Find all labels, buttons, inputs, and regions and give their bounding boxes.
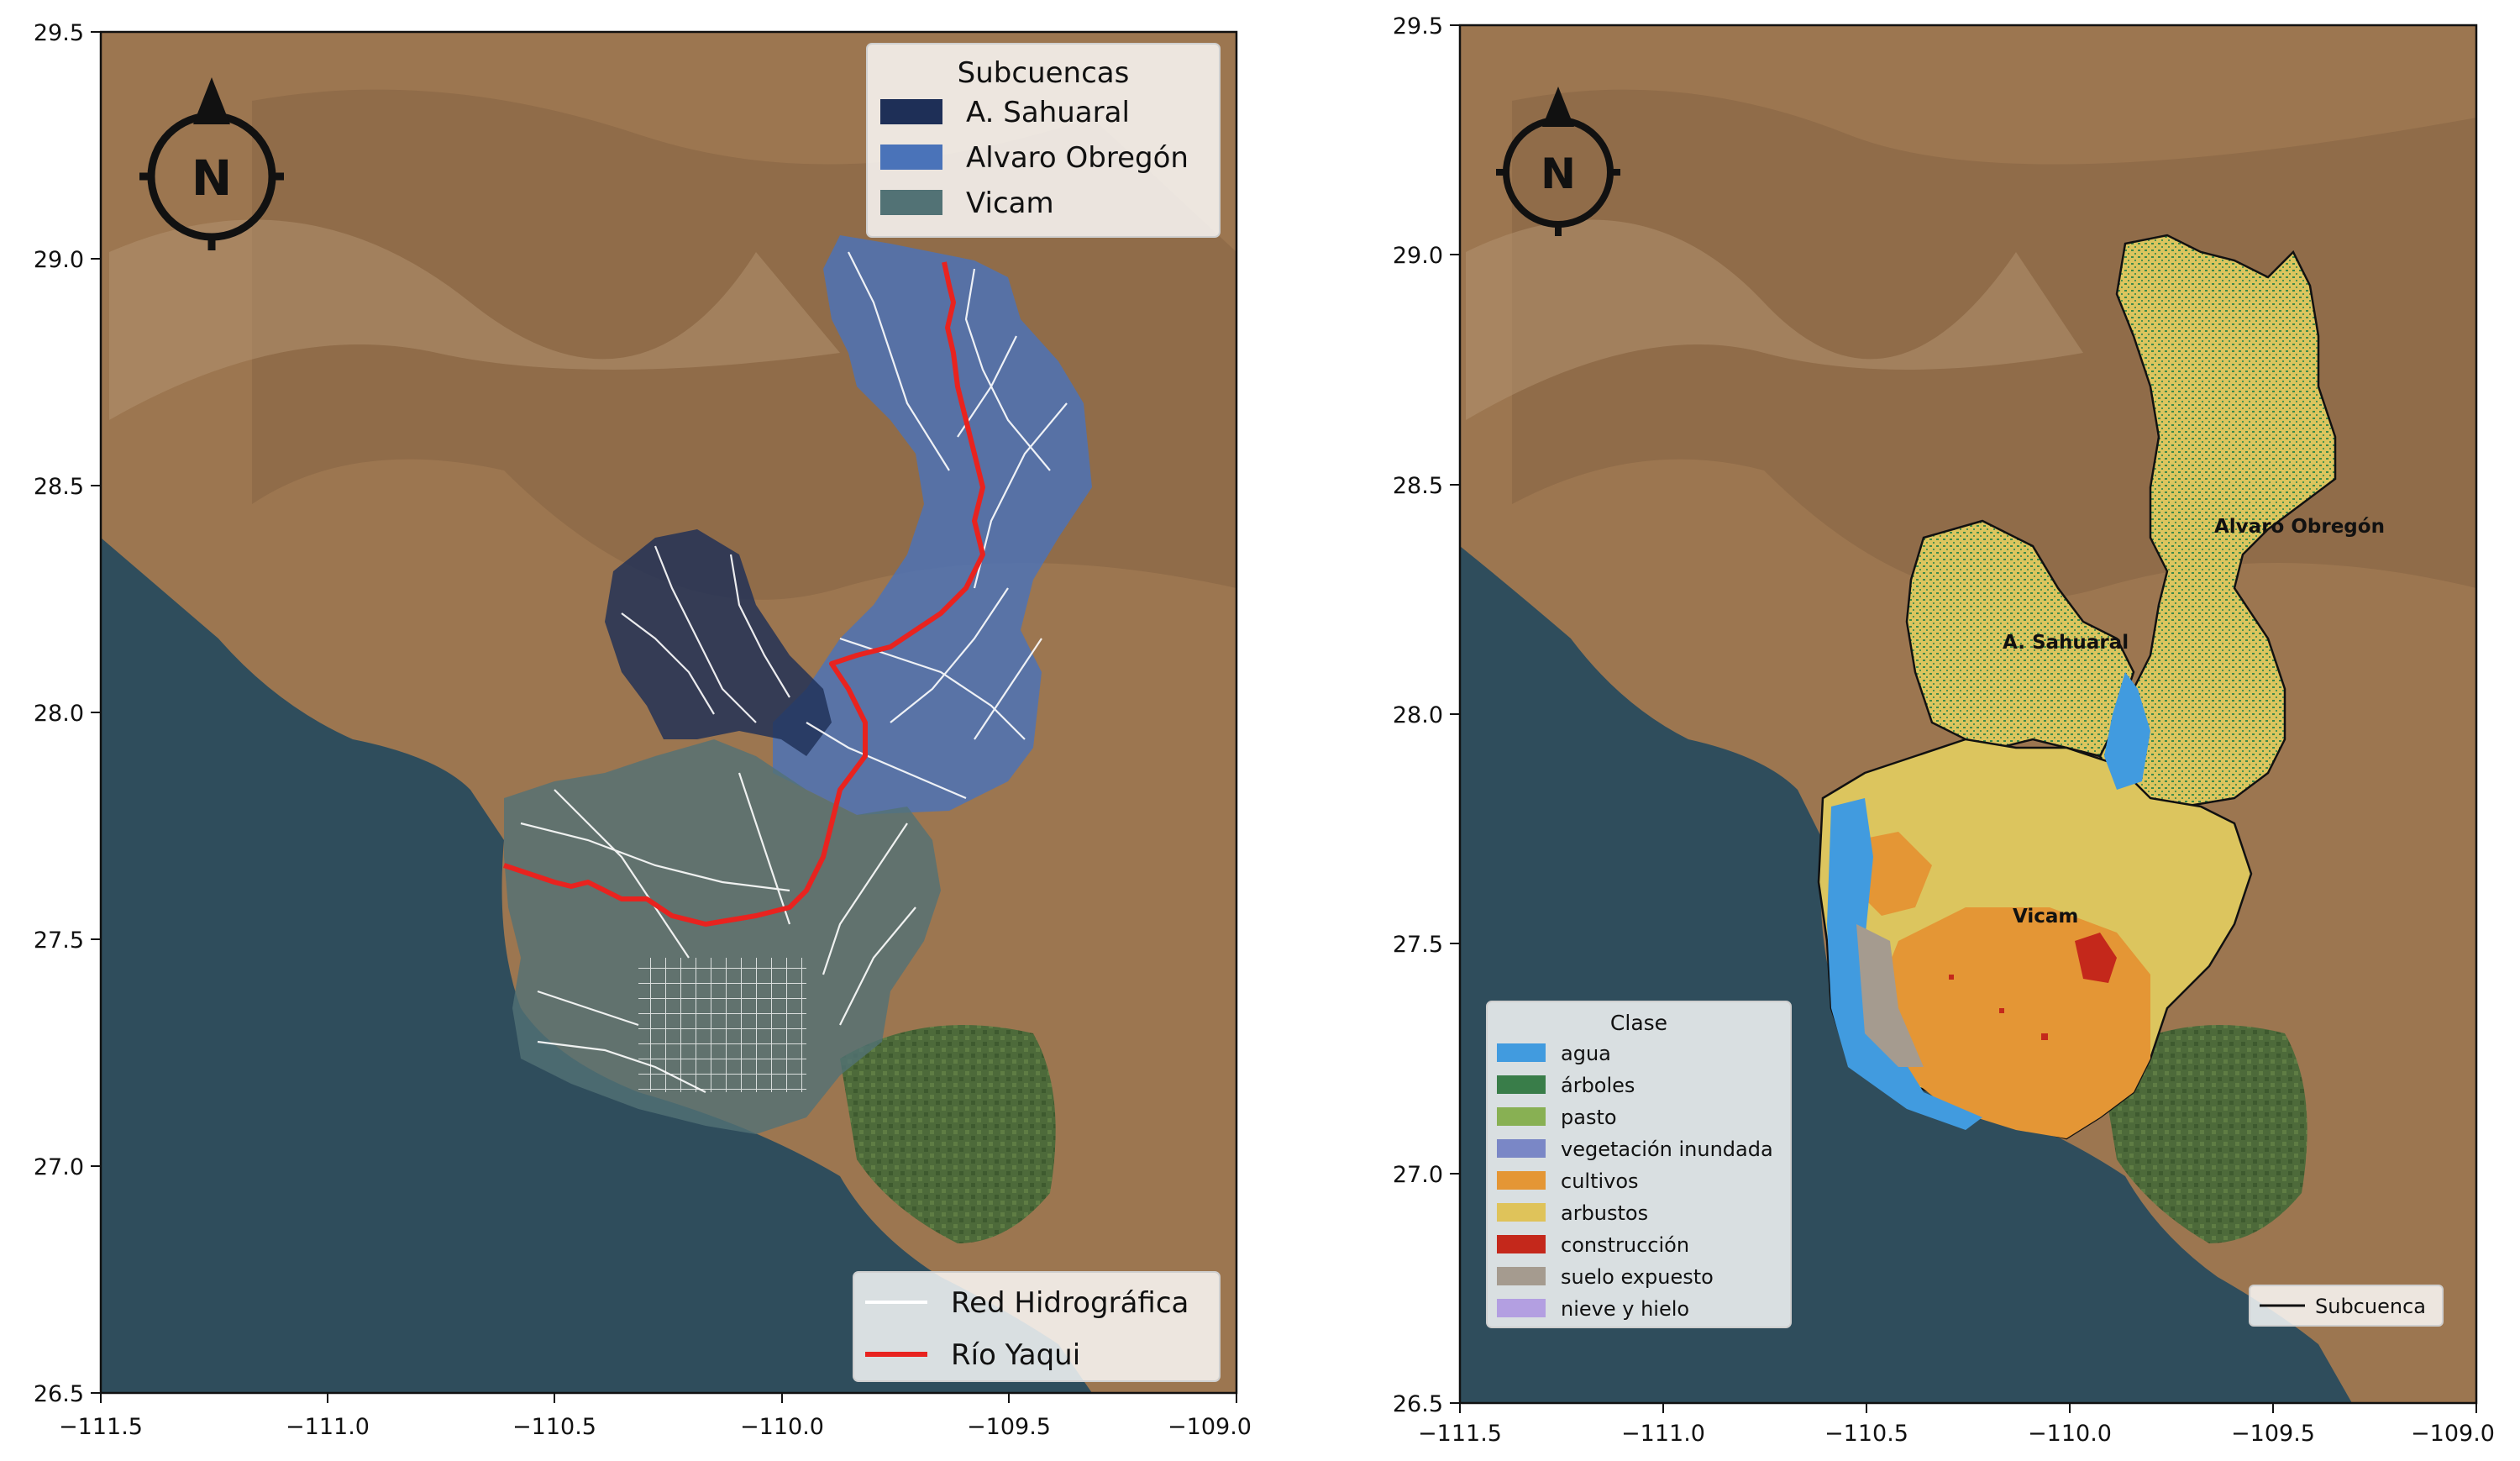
left-y-tick: 26.5 [34, 1381, 84, 1407]
landcover-suelo-expuesto [1856, 924, 1924, 1067]
legend-label-vegetacion-inundada: vegetación inundada [1561, 1138, 1773, 1161]
right-map-panel: Alvaro Obregón A. Sahuaral Vicam N Clase… [1393, 13, 2495, 1447]
right-x-tick: −109.5 [2231, 1421, 2315, 1447]
right-x-tick: −111.5 [1418, 1421, 1502, 1447]
legend-swatch-arboles [1497, 1075, 1546, 1094]
basin-label-a-sahuaral: A. Sahuaral [2003, 632, 2129, 654]
right-x-tick: −110.5 [1824, 1421, 1908, 1447]
legend-swatch-cultivos [1497, 1171, 1546, 1190]
right-y-tick: 28.5 [1393, 473, 1443, 499]
legend-clase-title: Clase [1610, 1011, 1667, 1035]
right-y-tick: 27.0 [1393, 1162, 1443, 1188]
legend-swatch-a-sahuaral [880, 99, 942, 124]
basin-label-vicam: Vicam [2013, 906, 2078, 928]
rio-yaqui [503, 261, 985, 927]
basin-label-alvaro-obregon: Alvaro Obregón [2214, 516, 2385, 538]
legend-label-pasto: pasto [1561, 1106, 1617, 1129]
left-x-tick: −111.5 [59, 1414, 143, 1440]
legend-swatch-vegetacion-inundada [1497, 1139, 1546, 1158]
legend-subcuenca: Subcuenca [2249, 1285, 2444, 1327]
left-x-axis: −111.5 −111.0 −110.5 −110.0 −109.5 −109.… [59, 1393, 1252, 1440]
basin-a-sahuaral [605, 529, 832, 756]
legend-label-red-hidrografica: Red Hidrográfica [951, 1286, 1189, 1320]
legend-subcuencas: Subcuencas A. Sahuaral Alvaro Obregón Vi… [866, 43, 1221, 238]
left-x-tick: −109.5 [967, 1414, 1051, 1440]
legend-clase: Clase agua árboles pasto vegetación inun… [1486, 1001, 1792, 1328]
right-y-tick: 27.5 [1393, 932, 1443, 958]
legend-label-construccion: construcción [1561, 1233, 1689, 1257]
legend-label-rio-yaqui: Río Yaqui [951, 1338, 1080, 1372]
legend-swatch-nieve-y-hielo [1497, 1299, 1546, 1317]
left-y-axis: 29.5 29.0 28.5 28.0 27.5 27.0 26.5 [34, 20, 101, 1407]
right-north-label: N [1541, 150, 1576, 198]
legend-label-arbustos: arbustos [1561, 1201, 1648, 1225]
right-y-tick: 29.0 [1393, 243, 1443, 269]
left-y-tick: 29.0 [34, 247, 84, 273]
legend-label-a-sahuaral: A. Sahuaral [966, 96, 1130, 129]
right-x-tick: −111.0 [1621, 1421, 1705, 1447]
legend-swatch-pasto [1497, 1107, 1546, 1126]
left-x-tick: −111.0 [286, 1414, 370, 1440]
legend-label-nieve-y-hielo: nieve y hielo [1561, 1297, 1689, 1321]
legend-label-arboles: árboles [1561, 1074, 1635, 1097]
right-y-axis: 29.5 29.0 28.5 28.0 27.5 27.0 26.5 [1393, 13, 1460, 1417]
left-north-label: N [192, 150, 233, 207]
legend-label-alvaro-obregon: Alvaro Obregón [966, 141, 1189, 175]
legend-swatch-construccion [1497, 1235, 1546, 1253]
left-x-tick: −109.0 [1168, 1414, 1252, 1440]
legend-swatch-arbustos [1497, 1203, 1546, 1222]
landcover-agua [1827, 798, 1982, 1130]
left-y-tick: 28.5 [34, 474, 84, 500]
legend-label-suelo-expuesto: suelo expuesto [1561, 1265, 1714, 1289]
left-y-tick: 27.5 [34, 928, 84, 954]
legend-subcuencas-title: Subcuencas [958, 56, 1130, 90]
right-x-tick: −110.0 [2028, 1421, 2112, 1447]
legend-label-vicam: Vicam [966, 187, 1054, 220]
right-y-tick: 29.5 [1393, 13, 1443, 39]
left-agricultural-area [840, 1025, 1056, 1243]
legend-swatch-alvaro-obregon [880, 145, 942, 170]
basin-alvaro-obregon [773, 235, 1092, 815]
basin-vicam [504, 739, 941, 1134]
legend-label-cultivos: cultivos [1561, 1169, 1639, 1193]
right-y-tick: 26.5 [1393, 1391, 1443, 1417]
legend-swatch-agua [1497, 1043, 1546, 1062]
landcover-agua-reservoir [2104, 672, 2150, 790]
left-sea [101, 538, 1092, 1393]
left-y-tick: 29.5 [34, 20, 84, 46]
right-y-tick: 28.0 [1393, 702, 1443, 728]
left-y-tick: 28.0 [34, 701, 84, 727]
north-arrow-icon: N [1496, 87, 1620, 236]
legend-lines: Red Hidrográfica Río Yaqui [853, 1271, 1221, 1382]
landcover-construccion [2075, 933, 2117, 983]
landcover-alvaro-obregon [2098, 234, 2337, 808]
left-y-tick: 27.0 [34, 1154, 84, 1180]
right-x-tick: −109.0 [2411, 1421, 2495, 1447]
north-arrow-icon: N [139, 77, 284, 250]
legend-label-agua: agua [1561, 1042, 1611, 1065]
legend-label-subcuenca: Subcuenca [2315, 1295, 2426, 1318]
right-x-axis: −111.5 −111.0 −110.5 −110.0 −109.5 −109.… [1418, 1403, 2495, 1447]
legend-swatch-suelo-expuesto [1497, 1267, 1546, 1285]
left-map-panel: N Subcuencas A. Sahuaral Alvaro Obregón … [34, 20, 1252, 1440]
legend-swatch-vicam [880, 190, 942, 215]
vicam-street-grid [638, 958, 806, 1092]
left-x-tick: −110.0 [740, 1414, 824, 1440]
landcover-a-sahuaral [1905, 519, 2135, 758]
left-x-tick: −110.5 [512, 1414, 596, 1440]
